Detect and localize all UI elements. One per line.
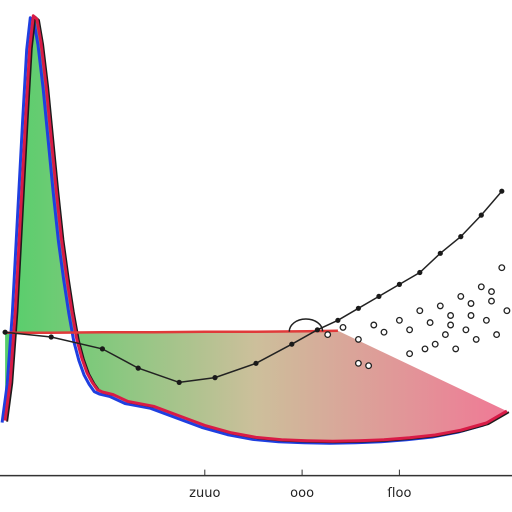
rising-curve-marker	[289, 341, 295, 347]
scatter-point	[339, 323, 347, 331]
rising-curve-marker	[417, 269, 423, 276]
scatter-point	[477, 283, 485, 291]
rising-curve	[5, 190, 503, 384]
rising-curve-marker	[253, 360, 259, 366]
scatter-point	[421, 345, 429, 353]
scatter-point	[354, 335, 362, 343]
scatter-point	[467, 300, 475, 307]
scatter-point	[395, 316, 403, 324]
scatter-point	[370, 321, 378, 329]
rising-curve-marker	[376, 293, 382, 299]
scatter-point	[493, 331, 501, 339]
x-tick-label: ooo	[290, 486, 314, 501]
scatter-point	[482, 316, 490, 324]
rising-curve-marker	[314, 327, 320, 333]
curve-annotation-arc	[288, 318, 324, 332]
scatter-point	[380, 328, 388, 336]
scatter-point	[406, 350, 414, 358]
scatter-point	[488, 297, 495, 305]
rising-curve-marker	[212, 375, 218, 381]
rising-curve-marker	[99, 346, 105, 352]
rising-curve-marker	[48, 334, 54, 340]
scatter-point	[406, 326, 414, 334]
scatter-point	[431, 340, 439, 348]
scatter-point	[472, 335, 480, 343]
scatter-point	[447, 312, 455, 319]
flat-line	[5, 329, 338, 334]
rising-curve-marker	[135, 365, 141, 371]
rising-curve-marker	[458, 234, 464, 240]
rising-curve-marker	[176, 379, 182, 385]
scatter-point	[503, 307, 511, 315]
scatter-point	[457, 292, 465, 300]
rising-curve-marker	[499, 188, 505, 194]
scatter-point	[447, 321, 455, 329]
rising-curve-marker	[396, 281, 402, 287]
peak-area	[5, 15, 507, 442]
x-tick-label: zuuo	[189, 486, 220, 501]
scatter-point	[462, 326, 470, 334]
peak-curve	[3, 14, 508, 443]
scatter-point	[441, 331, 449, 339]
scatter-point	[498, 264, 506, 272]
scatter-point	[426, 319, 434, 327]
scatter-point	[488, 288, 495, 296]
rising-curve-marker	[355, 305, 361, 311]
scatter-point	[436, 302, 444, 310]
scatter-point	[365, 362, 373, 370]
scatter-point	[452, 345, 460, 353]
scatter-point	[324, 331, 332, 339]
rising-curve-marker	[437, 250, 443, 256]
rising-curve-marker	[2, 329, 8, 335]
scatter-point	[416, 307, 424, 315]
scatter-point	[354, 359, 362, 367]
rising-curve-marker	[478, 212, 484, 218]
x-tick-label: ſloo	[387, 486, 411, 501]
scatter-point	[467, 312, 475, 319]
rising-curve-marker	[335, 317, 341, 323]
